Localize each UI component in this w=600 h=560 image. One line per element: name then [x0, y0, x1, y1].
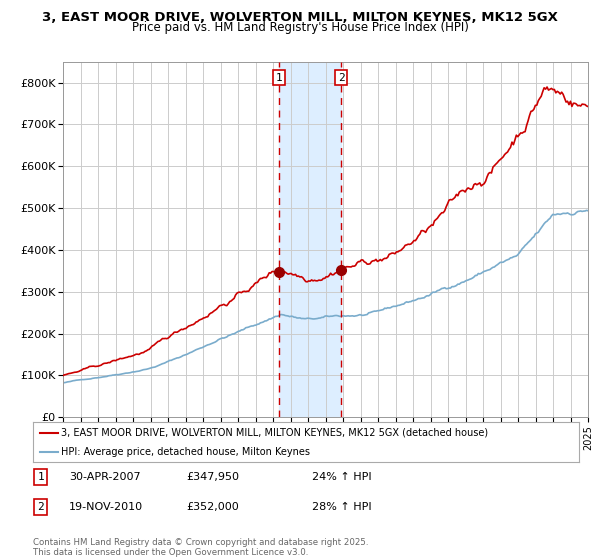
- Text: Price paid vs. HM Land Registry's House Price Index (HPI): Price paid vs. HM Land Registry's House …: [131, 21, 469, 34]
- Text: 3, EAST MOOR DRIVE, WOLVERTON MILL, MILTON KEYNES, MK12 5GX: 3, EAST MOOR DRIVE, WOLVERTON MILL, MILT…: [42, 11, 558, 24]
- Text: £352,000: £352,000: [186, 502, 239, 512]
- Text: £347,950: £347,950: [186, 472, 239, 482]
- Text: HPI: Average price, detached house, Milton Keynes: HPI: Average price, detached house, Milt…: [61, 447, 310, 457]
- Text: 24% ↑ HPI: 24% ↑ HPI: [312, 472, 371, 482]
- Bar: [279, 62, 341, 417]
- Text: Contains HM Land Registry data © Crown copyright and database right 2025.
This d: Contains HM Land Registry data © Crown c…: [33, 538, 368, 557]
- Text: 3, EAST MOOR DRIVE, WOLVERTON MILL, MILTON KEYNES, MK12 5GX (detached house): 3, EAST MOOR DRIVE, WOLVERTON MILL, MILT…: [61, 428, 488, 437]
- Text: 1: 1: [37, 472, 44, 482]
- Text: 2: 2: [338, 73, 344, 83]
- Text: 30-APR-2007: 30-APR-2007: [69, 472, 140, 482]
- Text: 28% ↑ HPI: 28% ↑ HPI: [312, 502, 371, 512]
- Text: 2: 2: [37, 502, 44, 512]
- Text: 19-NOV-2010: 19-NOV-2010: [69, 502, 143, 512]
- Text: 1: 1: [275, 73, 282, 83]
